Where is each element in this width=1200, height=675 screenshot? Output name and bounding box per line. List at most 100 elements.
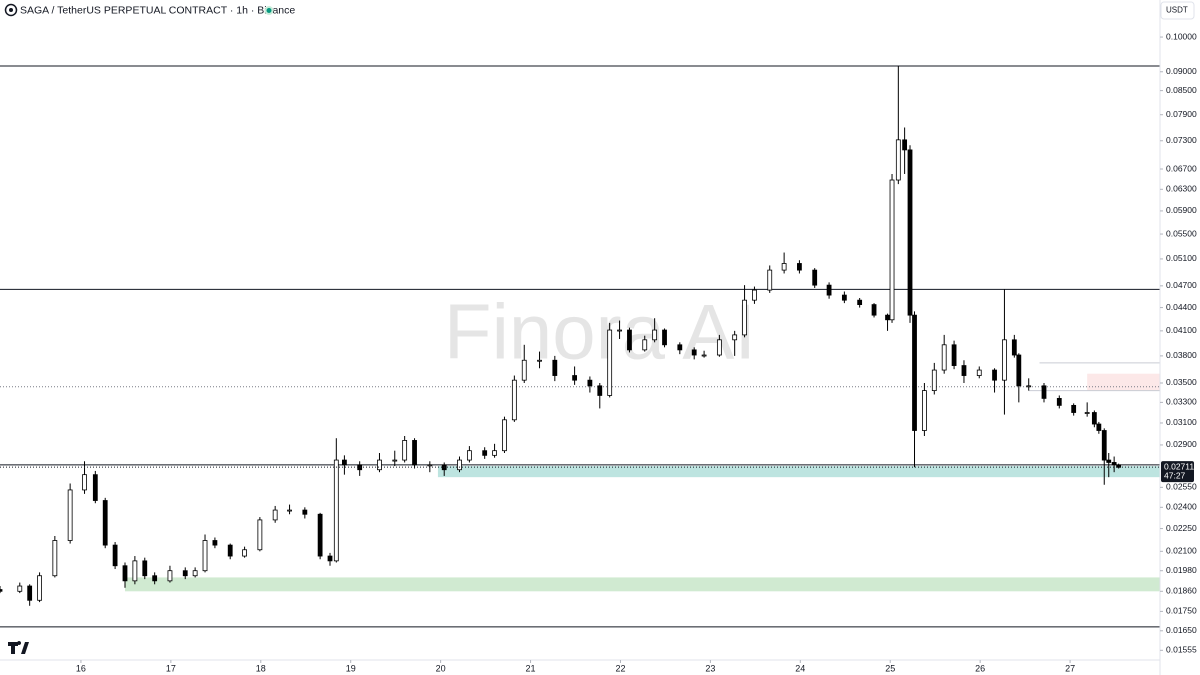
symbol-title: SAGA / TetherUS PERPETUAL CONTRACT · 1h … [20, 4, 295, 16]
x-tick-label: 22 [615, 663, 625, 673]
candle-body [826, 284, 832, 296]
x-tick-label: 19 [346, 663, 356, 673]
candle-body [167, 570, 173, 582]
candle-body [521, 359, 527, 381]
last-price-label: 0.02711 [1164, 461, 1194, 471]
zone [124, 577, 1161, 592]
candle-body [202, 540, 208, 572]
candle-body [951, 344, 957, 366]
candle-body [132, 560, 138, 582]
candle-body [27, 585, 33, 601]
candle-body [902, 139, 908, 151]
candle-body [961, 365, 967, 376]
candle-body [941, 344, 947, 371]
y-tick-label: 0.04400 [1166, 302, 1197, 312]
candle-body [597, 385, 603, 396]
y-tick-label: 0.04700 [1166, 280, 1197, 290]
tradingview-logo [8, 641, 29, 654]
candle-body [691, 349, 697, 356]
candle-body [482, 450, 488, 456]
candle-body [257, 519, 263, 551]
candle-body [317, 513, 323, 557]
zone [1087, 373, 1160, 391]
currency-button[interactable] [1160, 1, 1195, 20]
candle-body [152, 575, 158, 582]
candle-body [377, 459, 382, 471]
last-price-badge [1161, 461, 1194, 483]
candle-body [607, 329, 613, 396]
candle-body [1111, 462, 1117, 466]
y-tick-label: 0.02400 [1166, 502, 1197, 512]
y-tick-label: 0.10000 [1166, 31, 1197, 41]
candle-body [37, 575, 42, 601]
candle-body [895, 139, 901, 181]
candle-body [342, 459, 347, 466]
y-tick-label: 0.07300 [1166, 135, 1197, 145]
y-tick-label: 0.02550 [1166, 482, 1197, 492]
candle-body [457, 459, 462, 471]
candle-body [357, 464, 363, 471]
y-tick-label: 0.01650 [1166, 625, 1197, 635]
candle-body [1116, 464, 1122, 468]
y-tick-label: 0.03100 [1166, 417, 1197, 427]
y-tick-label: 0.08500 [1166, 85, 1197, 95]
candle-body [333, 459, 339, 562]
candle-body [1084, 412, 1090, 414]
candle-body [617, 329, 622, 332]
candle-body [327, 555, 333, 562]
y-tick-label: 0.01980 [1166, 565, 1197, 575]
candle-body [642, 339, 648, 351]
candle-body [1091, 412, 1097, 425]
candle-body [912, 314, 917, 431]
candle-body [0, 589, 3, 592]
candle-body [1056, 398, 1062, 406]
candle-body [17, 585, 23, 592]
y-tick-label: 0.02250 [1166, 523, 1197, 533]
candle-body [662, 329, 667, 346]
candle-body [1096, 423, 1102, 431]
status-dot [266, 8, 272, 13]
y-tick-label: 0.05100 [1166, 253, 1197, 263]
candle-body [841, 294, 847, 301]
x-tick-label: 25 [885, 663, 895, 673]
candle-body [1016, 354, 1022, 387]
candle-body [102, 500, 108, 546]
candle-body [502, 419, 507, 452]
y-tick-label: 0.01750 [1166, 606, 1197, 616]
candle-body [1101, 430, 1107, 461]
candle-body [907, 149, 913, 316]
candle-body [182, 570, 188, 577]
y-tick-label: 0.02900 [1166, 439, 1197, 449]
candle-body [797, 263, 802, 271]
candle-body [287, 509, 292, 512]
candle-body [742, 299, 747, 336]
candle-body [466, 450, 472, 461]
candle-body [212, 540, 218, 546]
candle-body [492, 450, 497, 456]
y-tick-label: 0.05500 [1166, 228, 1197, 238]
candle-body [677, 344, 683, 351]
candle-body [1011, 339, 1017, 356]
x-tick-label: 23 [705, 663, 715, 673]
candle-body [652, 329, 658, 341]
candle-body [857, 299, 863, 305]
x-tick-label: 27 [1065, 663, 1075, 673]
y-tick-label: 0.06700 [1166, 163, 1197, 173]
candle-body [931, 369, 937, 392]
y-tick-label: 0.07900 [1166, 109, 1197, 119]
candle-body [781, 263, 787, 271]
x-tick-label: 18 [256, 663, 266, 673]
candle-body [627, 329, 632, 351]
candle-body [752, 289, 757, 301]
candle-body [587, 379, 593, 387]
candle-body [112, 544, 118, 567]
symbol-header: SAGA / TetherUS PERPETUAL CONTRACT · 1h … [4, 3, 295, 16]
candle-body [1106, 459, 1112, 463]
candle-body [812, 269, 818, 286]
candle-body [67, 489, 73, 541]
candle-body [701, 354, 707, 357]
y-tick-label: 0.01555 [1166, 645, 1197, 655]
candle-body [572, 375, 578, 381]
